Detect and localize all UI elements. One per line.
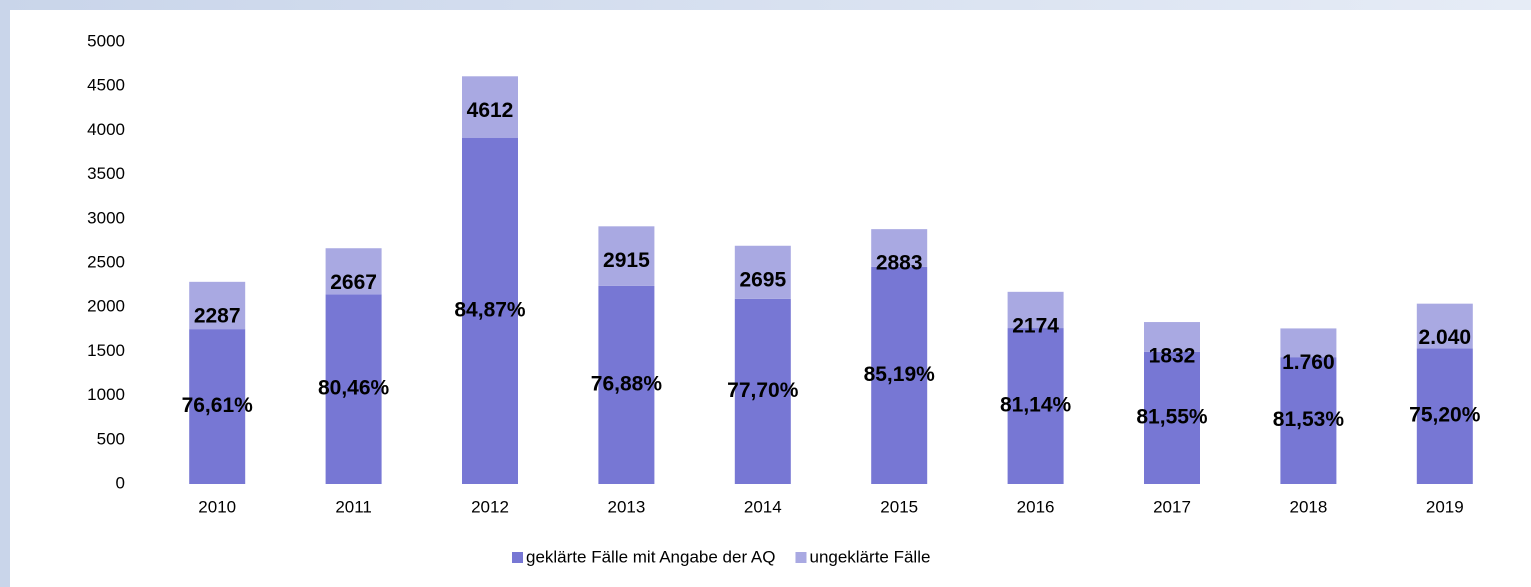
total-label: 2883 xyxy=(876,252,923,275)
bar-segment xyxy=(1144,322,1200,352)
x-tick-label: 2011 xyxy=(335,497,372,516)
legend-swatch xyxy=(512,552,523,563)
bar-segment xyxy=(1280,357,1337,484)
share-label: 76,61% xyxy=(182,394,254,417)
legend-swatch xyxy=(795,552,807,563)
x-tick-label: 2010 xyxy=(198,497,236,516)
total-label: 1832 xyxy=(1149,345,1196,368)
total-label: 1.760 xyxy=(1282,351,1335,374)
total-label: 2.040 xyxy=(1419,326,1472,349)
bar-segment xyxy=(325,248,382,295)
x-tick-label: 2016 xyxy=(1017,497,1055,516)
share-label: 85,19% xyxy=(864,363,936,386)
x-tick-label: 2012 xyxy=(471,497,509,516)
y-tick-label: 5000 xyxy=(87,31,125,50)
legend-label: geklärte Fälle mit Angabe der AQ xyxy=(526,547,775,566)
bar-segment xyxy=(1280,328,1337,358)
total-label: 4612 xyxy=(467,99,514,122)
bar-segment xyxy=(462,76,518,139)
bar-segment xyxy=(734,245,791,299)
share-label: 84,87% xyxy=(454,299,526,322)
y-tick-label: 4000 xyxy=(87,120,125,139)
x-tick-label: 2018 xyxy=(1289,497,1327,516)
total-label: 2667 xyxy=(330,271,377,294)
bar-segment xyxy=(871,266,928,484)
share-label: 81,55% xyxy=(1136,406,1208,429)
bar-segment xyxy=(598,226,655,286)
bar-segment xyxy=(325,294,382,484)
bar-segment xyxy=(1007,328,1064,484)
share-label: 77,70% xyxy=(727,379,799,402)
y-tick-label: 3000 xyxy=(87,208,125,227)
bar-segment xyxy=(598,285,655,484)
share-label: 80,46% xyxy=(318,377,390,400)
bar-segment xyxy=(871,229,928,267)
total-label: 2174 xyxy=(1012,314,1059,337)
total-label: 2287 xyxy=(194,304,241,327)
x-tick-label: 2019 xyxy=(1426,497,1464,516)
total-label: 2915 xyxy=(603,249,650,272)
y-tick-label: 3500 xyxy=(87,164,125,183)
x-tick-label: 2014 xyxy=(744,497,782,516)
share-label: 76,88% xyxy=(591,372,663,395)
y-tick-label: 500 xyxy=(97,429,125,448)
x-tick-label: 2015 xyxy=(880,497,918,516)
y-tick-label: 1000 xyxy=(87,385,125,404)
bar-segment xyxy=(462,138,518,485)
bar-segment xyxy=(734,298,791,484)
y-tick-label: 2500 xyxy=(87,252,125,271)
x-tick-label: 2013 xyxy=(607,497,645,516)
bar-segment xyxy=(1416,348,1473,484)
bar-segment xyxy=(1416,303,1473,349)
x-tick-label: 2017 xyxy=(1153,497,1191,516)
bar-segment xyxy=(1144,351,1200,484)
bar-segment xyxy=(189,281,246,330)
y-tick-label: 0 xyxy=(116,473,125,492)
legend-label: ungeklärte Fälle xyxy=(809,547,930,566)
share-label: 81,53% xyxy=(1273,408,1345,431)
bar-segment xyxy=(189,329,246,484)
y-tick-label: 4500 xyxy=(87,76,125,95)
bar-segment xyxy=(1007,291,1064,329)
total-label: 2695 xyxy=(739,268,786,291)
share-label: 81,14% xyxy=(1000,394,1072,417)
y-tick-label: 1500 xyxy=(87,341,125,360)
y-tick-label: 2000 xyxy=(87,297,125,316)
share-label: 75,20% xyxy=(1409,404,1481,427)
